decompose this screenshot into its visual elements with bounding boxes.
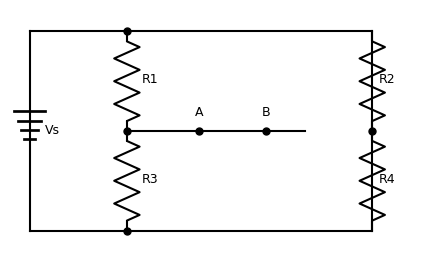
Text: R1: R1	[142, 73, 158, 86]
Text: A: A	[195, 106, 203, 119]
Text: Vs: Vs	[44, 124, 59, 138]
Text: R3: R3	[142, 173, 158, 186]
Text: R4: R4	[379, 173, 395, 186]
Text: R2: R2	[379, 73, 395, 86]
Text: B: B	[262, 106, 271, 119]
